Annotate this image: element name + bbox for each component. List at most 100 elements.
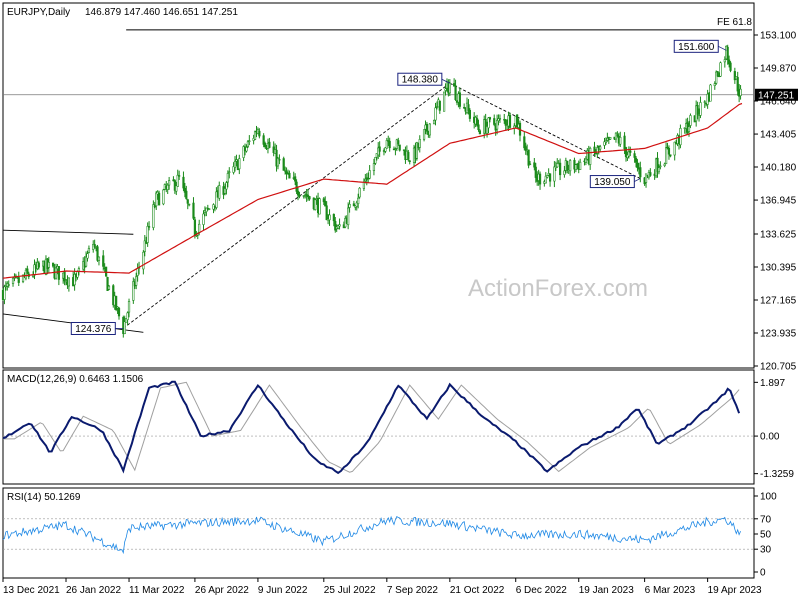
x-tick-label: 19 Apr 2023 — [708, 585, 762, 596]
candle-body — [498, 118, 502, 120]
candle-body — [153, 205, 156, 208]
macd-layer — [2, 380, 754, 475]
candle-body — [92, 244, 95, 250]
candle-body — [527, 149, 530, 166]
candle-body — [689, 115, 692, 126]
candle-body — [523, 136, 526, 149]
candle-body — [332, 214, 335, 222]
rsi-tick-label: 30 — [760, 545, 772, 556]
x-tick-label: 13 Dec 2021 — [3, 585, 60, 596]
candle-body — [143, 240, 146, 252]
x-tick-label: 9 Jun 2022 — [258, 585, 308, 596]
candle-body — [584, 158, 587, 163]
candle-body — [563, 170, 566, 175]
candle-body — [284, 170, 287, 172]
candle-body — [202, 213, 205, 225]
price-tick-label: 123.935 — [760, 328, 797, 339]
candle-body — [667, 148, 671, 155]
candle-body — [444, 88, 447, 91]
candle-body — [375, 153, 378, 158]
candle-body — [183, 187, 186, 193]
x-tick-label: 19 Jan 2023 — [579, 585, 634, 596]
candle-body — [126, 312, 129, 321]
candle-body — [477, 124, 480, 131]
candle-body — [644, 173, 648, 183]
candle-body — [228, 171, 231, 173]
candle-body — [604, 140, 608, 143]
candle-body — [633, 153, 636, 158]
candle-body — [415, 142, 418, 159]
price-tick-label: 146.640 — [760, 97, 797, 108]
trendline-0 — [123, 82, 451, 329]
candle-body — [669, 154, 672, 157]
candle-body — [294, 176, 297, 182]
candle-body — [733, 71, 736, 81]
candle-body — [314, 199, 317, 211]
rsi-layer — [2, 515, 754, 555]
annotation-leader — [634, 178, 641, 182]
candle-body — [385, 140, 388, 149]
candle-body — [388, 140, 391, 149]
candle-body — [263, 143, 267, 147]
candle-body — [454, 85, 457, 100]
candle-body — [548, 173, 552, 182]
candle-body — [418, 139, 421, 148]
candle-body — [384, 147, 387, 152]
candle-body — [528, 163, 532, 166]
candle-body — [428, 123, 431, 136]
candle-body — [112, 285, 115, 306]
candle-body — [17, 277, 20, 283]
candle-body — [238, 158, 241, 170]
annotation-box — [397, 72, 443, 86]
candle-body — [736, 77, 739, 92]
candle-body — [715, 71, 718, 84]
candle-body — [253, 131, 257, 140]
annotation-leader — [718, 45, 727, 51]
axes-layer: 153.100 149.870 146.640 143.405 140.180 136.9… — [2, 31, 798, 596]
candle-body — [553, 166, 556, 182]
candle-body — [368, 170, 371, 179]
candle-body — [579, 161, 582, 170]
price-tick-label: 127.165 — [760, 295, 797, 306]
x-tick-label: 6 Mar 2023 — [645, 585, 696, 596]
candle-body — [739, 88, 742, 96]
candle-body — [37, 262, 40, 268]
candle-body — [627, 151, 630, 157]
candle-body — [589, 147, 592, 165]
candle-body — [205, 207, 208, 212]
candle-body — [726, 46, 729, 60]
candle-body — [485, 126, 489, 134]
x-tick-label: 7 Sep 2022 — [387, 585, 439, 596]
candle-body — [136, 268, 139, 276]
candle-body — [193, 219, 197, 236]
candle-body — [146, 225, 149, 243]
candle-body — [288, 172, 291, 179]
candle-body — [278, 159, 281, 161]
candle-body — [26, 268, 29, 274]
candle-body — [11, 277, 15, 284]
candle-body — [325, 205, 328, 221]
candle-body — [73, 274, 76, 286]
candle-body — [569, 160, 572, 172]
last-price-label: 147.251 — [758, 90, 795, 101]
candle-body — [719, 62, 722, 77]
candle-body — [508, 114, 512, 128]
candle-body — [162, 189, 165, 205]
candle-body — [593, 146, 596, 152]
macd-panel-frame — [2, 369, 755, 485]
candle-body — [276, 158, 280, 167]
candle-body — [408, 160, 411, 162]
candle-body — [186, 199, 189, 204]
candle-body — [127, 301, 131, 313]
candle-body — [636, 162, 639, 168]
candle-body — [7, 284, 10, 286]
candle-body — [182, 176, 185, 189]
trendline-1 — [449, 82, 641, 179]
x-tick-label: 26 Apr 2022 — [195, 585, 249, 596]
candle-body — [215, 191, 218, 208]
candle-body — [262, 135, 265, 145]
candle-body — [453, 83, 456, 87]
candle-body — [639, 167, 642, 178]
candle-body — [663, 163, 666, 166]
